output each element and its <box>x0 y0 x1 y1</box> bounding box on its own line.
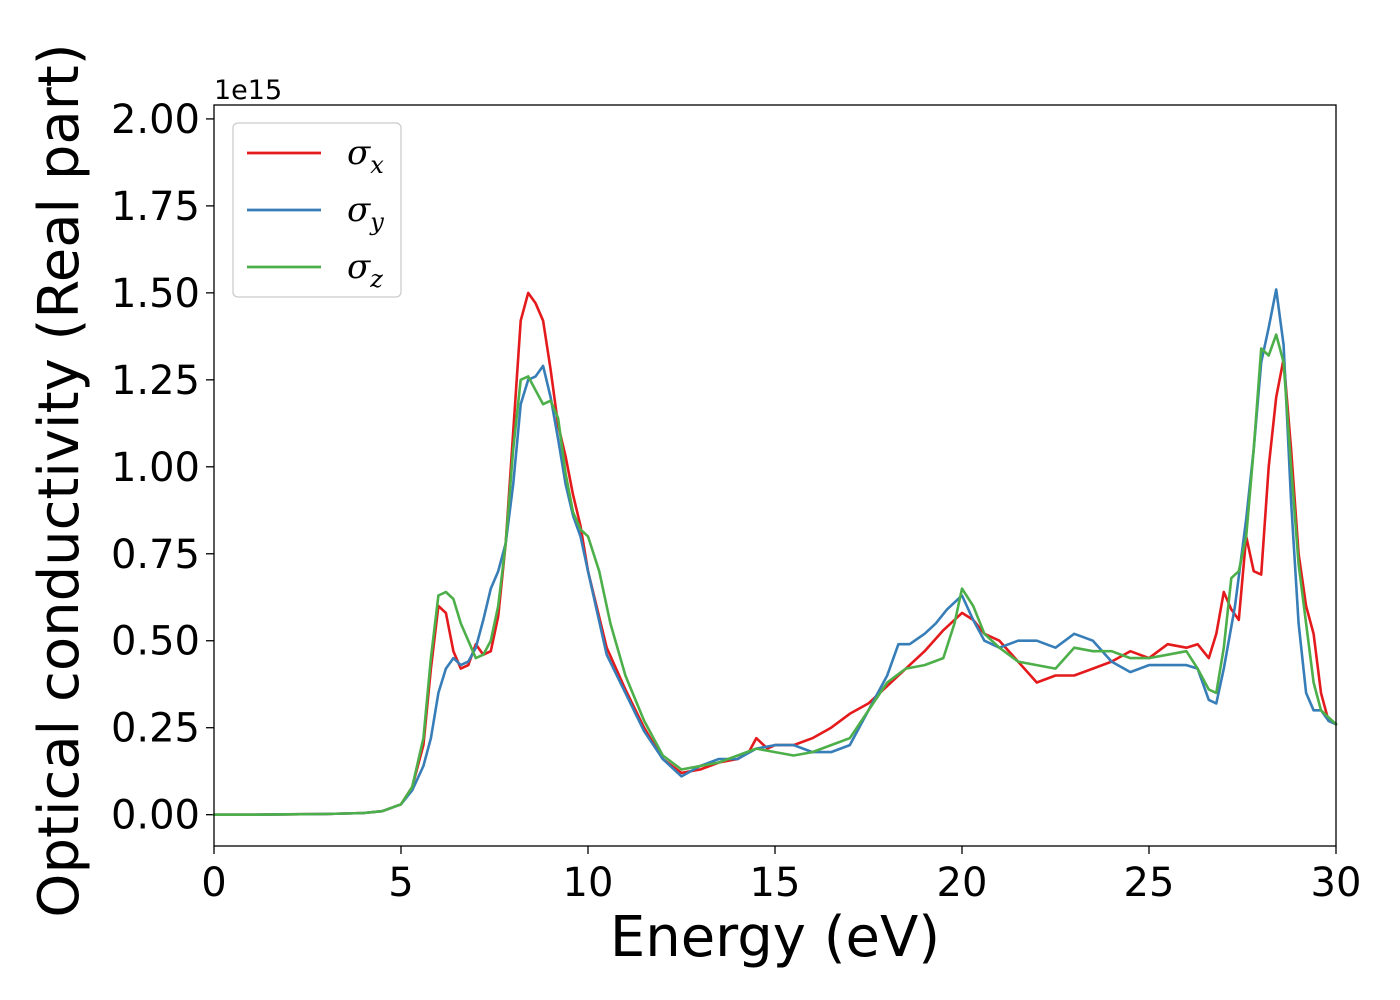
x-tick-label: 10 <box>563 860 614 906</box>
x-tick-label: 20 <box>937 860 988 906</box>
x-axis-title: Energy (eV) <box>610 905 940 970</box>
series-line-sigma-x <box>212 291 1338 816</box>
y-tick-label: 0.25 <box>111 706 200 752</box>
x-tick-label: 0 <box>201 860 226 906</box>
y-tick-label: 1.00 <box>111 445 200 491</box>
x-tick-label: 15 <box>750 860 801 906</box>
y-tick-label: 0.00 <box>111 793 200 839</box>
legend-symbol: σ <box>347 247 371 287</box>
series-line-sigma-z <box>212 333 1338 816</box>
legend-symbol: σ <box>347 133 371 173</box>
y-tick-label: 0.50 <box>111 619 200 665</box>
y-tick-label: 1.50 <box>111 271 200 317</box>
legend-subscript: y <box>369 208 384 236</box>
legend-symbol: σ <box>347 190 371 230</box>
y-axis-title: Optical conductivity (Real part) <box>27 43 92 917</box>
y-tick-label: 2.00 <box>111 97 200 143</box>
y-tick-label: 1.25 <box>111 358 200 404</box>
x-tick-label: 5 <box>388 860 413 906</box>
series-line-sigma-y <box>212 288 1338 816</box>
legend-label-sigma-z: σz <box>347 247 383 293</box>
legend-label-sigma-x: σx <box>347 133 384 179</box>
y-tick-label: 1.75 <box>111 184 200 230</box>
legend-subscript: x <box>370 151 384 179</box>
y-tick-label: 0.75 <box>111 532 200 578</box>
x-axis-ticks: 0 5 10 15 20 25 30 <box>201 846 1361 906</box>
x-tick-label: 25 <box>1124 860 1175 906</box>
plot-area-frame <box>213 104 1337 847</box>
y-axis-offset-text: 1e15 <box>214 75 282 106</box>
y-axis-ticks: 0.00 0.25 0.50 0.75 1.00 1.25 1.50 1.75 2.00 <box>111 97 214 839</box>
x-tick-label: 30 <box>1311 860 1362 906</box>
legend-subscript: z <box>369 265 383 293</box>
legend-label-sigma-y: σy <box>347 190 384 236</box>
series-lines <box>212 288 1338 816</box>
